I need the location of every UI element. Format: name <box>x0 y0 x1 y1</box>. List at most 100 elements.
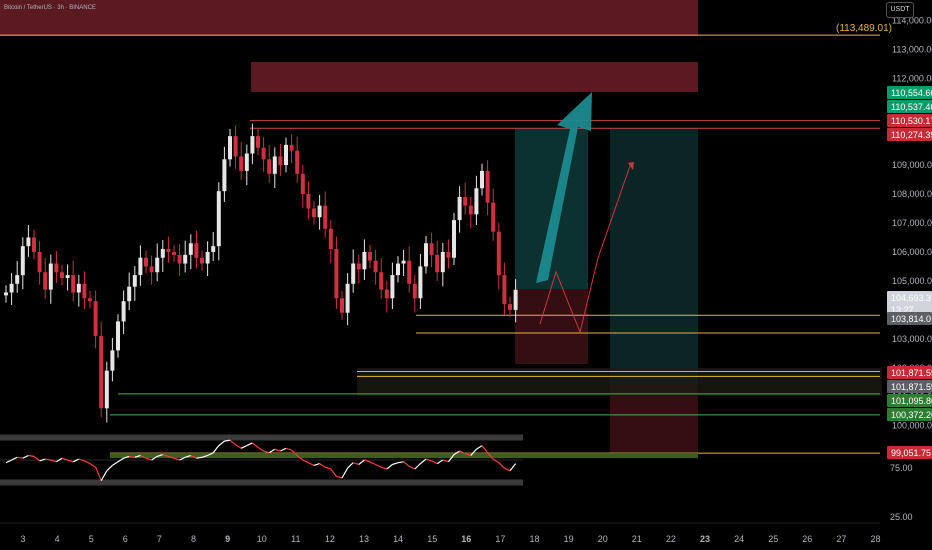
candle-body <box>37 251 42 273</box>
candle-body <box>71 275 76 293</box>
rsi-line-segment <box>364 459 371 463</box>
x-axis-tick: 6 <box>123 534 128 544</box>
rsi-line-segment <box>229 439 236 446</box>
rsi-line-segment <box>336 475 343 479</box>
candle-body <box>93 301 98 336</box>
y-axis-tick: 112,000.00 <box>892 73 932 83</box>
rsi-line-segment <box>39 458 46 462</box>
currency-button[interactable]: USDT <box>886 2 914 18</box>
candle-body <box>177 254 182 264</box>
rsi-line-segment <box>28 454 35 457</box>
candle-body <box>368 251 372 261</box>
candle-body <box>166 249 171 252</box>
candle-body <box>183 254 188 264</box>
candle-body <box>216 191 221 247</box>
candle-body <box>205 251 210 264</box>
candle-body <box>278 156 283 166</box>
rsi-line-segment <box>72 458 80 463</box>
candle-body <box>233 136 238 157</box>
price-tag-label: 100,372.26 <box>891 410 932 420</box>
price-tag-label: 110,554.66 <box>891 88 932 98</box>
x-axis-tick: 16 <box>461 534 471 544</box>
candle-body <box>104 370 109 409</box>
rsi-line-segment <box>425 458 432 462</box>
candle-body <box>127 286 132 302</box>
y-axis-tick: 113,000.00 <box>892 44 932 54</box>
rsi-line-segment <box>274 448 281 452</box>
rsi-line-segment <box>459 450 466 455</box>
candle-body <box>396 263 400 276</box>
candle-body <box>76 283 81 293</box>
rsi-line-segment <box>224 439 231 442</box>
candle-body <box>513 289 518 310</box>
rsi-line-segment <box>240 445 248 449</box>
rsi-line-segment <box>268 448 276 454</box>
rsi-line-segment <box>246 442 253 447</box>
x-axis-tick: 4 <box>55 534 60 544</box>
candle-body <box>267 159 272 174</box>
candle-body <box>340 298 344 313</box>
x-axis-tick: 24 <box>734 534 744 544</box>
rsi-line-segment <box>67 459 74 463</box>
candle-body <box>295 150 300 174</box>
rsi-line-segment <box>330 468 337 477</box>
price-tag-bg <box>887 446 932 459</box>
rsi-line-segment <box>50 459 57 463</box>
rsi-line-segment <box>509 463 517 472</box>
candle-body <box>323 205 328 229</box>
candle-body <box>160 249 165 258</box>
candle-body <box>429 243 434 255</box>
candle-body <box>508 304 512 310</box>
rsi-line-segment <box>375 463 382 468</box>
rsi-line-segment <box>447 454 455 463</box>
y-axis-tick: 103,000.00 <box>892 334 932 344</box>
rsi-line-segment <box>196 456 203 459</box>
rsi-line-segment <box>476 445 483 450</box>
rsi-line-segment <box>453 450 460 456</box>
x-axis-tick: 17 <box>495 534 505 544</box>
rsi-line-segment <box>168 455 175 459</box>
rsi-level-label: 75.00 <box>890 463 913 473</box>
x-axis-tick: 19 <box>564 534 574 544</box>
candle-body <box>4 292 8 296</box>
candle-body <box>502 275 507 305</box>
projected-path-arrowhead <box>628 162 634 170</box>
rsi-line-segment <box>296 455 304 461</box>
rsi-line-segment <box>207 452 214 457</box>
candle-body <box>401 260 406 264</box>
candle-body <box>312 208 316 218</box>
rsi-line-segment <box>134 454 141 458</box>
candle-body <box>256 136 260 148</box>
rsi-line-segment <box>22 454 29 459</box>
y-axis-tick: 107,000.00 <box>892 218 932 228</box>
candle-body <box>144 257 148 267</box>
candle-body <box>345 283 350 313</box>
rsi-line-segment <box>358 459 365 465</box>
candle-body <box>54 263 59 273</box>
rsi-line-segment <box>33 455 40 462</box>
candle-body <box>328 228 333 250</box>
rsi-line-segment <box>201 454 208 458</box>
x-axis-tick: 7 <box>157 534 162 544</box>
rsi-line-segment <box>341 467 349 479</box>
candle-body <box>99 335 104 409</box>
candle-body <box>351 263 356 284</box>
rsi-line-segment <box>218 440 225 447</box>
rsi-line-segment <box>504 467 511 472</box>
rsi-line-segment <box>420 458 427 465</box>
candle-body <box>412 283 417 299</box>
x-axis-tick: 5 <box>89 534 94 544</box>
long-stop-zone <box>515 289 588 364</box>
candle-body <box>356 263 361 270</box>
candle-body <box>121 301 126 322</box>
rsi-line-segment <box>117 457 124 463</box>
candle-body <box>239 156 244 171</box>
candle-body <box>457 196 462 221</box>
x-axis-tick: 3 <box>20 534 25 544</box>
rsi-line-segment <box>157 454 163 457</box>
x-axis-tick: 14 <box>393 534 403 544</box>
x-axis-tick: 27 <box>836 534 846 544</box>
x-axis-tick: 22 <box>666 534 676 544</box>
rsi-line-segment <box>151 455 158 461</box>
